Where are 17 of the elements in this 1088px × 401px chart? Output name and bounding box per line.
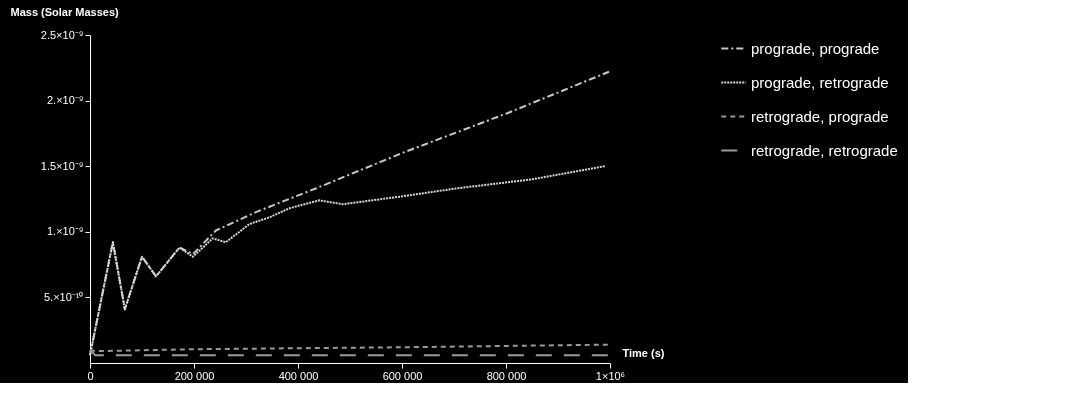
y-axis-title: Mass (Solar Masses) <box>10 5 120 18</box>
legend-label: prograde, prograde <box>751 39 880 57</box>
x-tick-label: 600 000 <box>382 369 423 382</box>
y-tick-label: 1.×10⁻⁹ <box>46 225 84 238</box>
x-tick-label: 0 <box>87 369 94 382</box>
y-tick-label: 2.×10⁻⁹ <box>46 94 84 107</box>
legend-label: retrograde, prograde <box>751 107 889 125</box>
y-tick-label: 1.5×10⁻⁹ <box>40 159 84 172</box>
legend-label: prograde, retrograde <box>751 73 889 91</box>
y-tick-label: 2.5×10⁻⁹ <box>40 28 84 41</box>
y-tick-label: 5.×10⁻¹⁰ <box>44 290 84 303</box>
x-tick-label: 1×10⁶ <box>595 369 626 382</box>
x-tick-label: 800 000 <box>486 369 527 382</box>
legend-label: retrograde, retrograde <box>751 141 898 159</box>
x-axis-title: Time (s) <box>622 346 665 359</box>
x-tick-label: 400 000 <box>278 369 319 382</box>
x-tick-label: 200 000 <box>174 369 215 382</box>
